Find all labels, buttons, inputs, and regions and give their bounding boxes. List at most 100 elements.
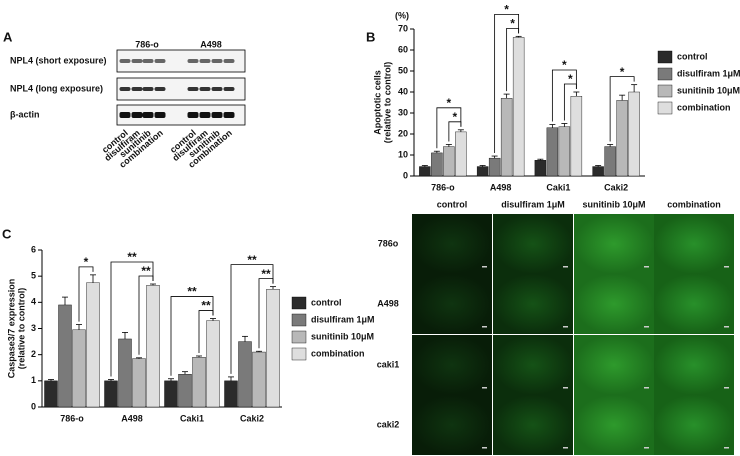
scale-bar — [644, 326, 649, 328]
blot-band — [131, 87, 143, 91]
significance-bracket — [609, 76, 635, 142]
column-label: sunitinib 10μM — [582, 199, 645, 209]
group-label: A498 — [200, 39, 222, 49]
significance-bracket — [110, 261, 154, 377]
micrograph — [574, 214, 654, 274]
blot-band — [199, 87, 211, 91]
x-tick-label: A498 — [490, 182, 512, 192]
micrograph — [493, 274, 573, 334]
bar — [558, 126, 571, 177]
legend-label: disulfiram 1μM — [677, 68, 740, 78]
blot-band — [223, 87, 235, 91]
bar — [104, 380, 118, 408]
scale-bar — [482, 387, 487, 389]
blot-band — [131, 59, 143, 63]
blot-box — [116, 49, 246, 73]
blot-band — [199, 59, 211, 63]
x-tick-label: Caki1 — [180, 413, 204, 423]
scale-bar — [482, 266, 487, 268]
scale-bar — [563, 447, 568, 449]
bar — [546, 127, 559, 177]
x-tick-label: Caki1 — [546, 182, 570, 192]
x-tick-label: 786-o — [431, 182, 455, 192]
bar — [164, 380, 178, 408]
significance-label: * — [568, 72, 573, 86]
bar — [178, 374, 192, 408]
y-tick-label: 10 — [398, 149, 408, 159]
micrograph — [493, 335, 573, 395]
significance-label: ** — [201, 299, 211, 313]
legend-label: combination — [677, 102, 731, 112]
y-tick-label: 0 — [403, 170, 408, 180]
x-tick-label: Caki2 — [240, 413, 264, 423]
blot-box — [116, 104, 246, 126]
bar — [252, 351, 266, 408]
bar — [146, 285, 160, 408]
blot-band — [223, 59, 235, 63]
legend-swatch — [657, 101, 673, 115]
scale-bar — [724, 387, 729, 389]
row-label: caki2 — [377, 419, 400, 429]
group-label: 786-o — [135, 39, 159, 49]
bar — [266, 289, 280, 408]
y-tick-label: 1 — [31, 375, 36, 385]
bar — [72, 329, 86, 408]
blot-box — [116, 77, 246, 101]
row-label: NPL4 (short exposure) — [10, 55, 107, 65]
y-axis-label: (relative to control) — [16, 288, 26, 370]
micrograph — [654, 214, 734, 274]
y-tick-label: 5 — [31, 271, 36, 281]
x-tick-label: A498 — [121, 413, 143, 423]
y-tick-label: 20 — [398, 128, 408, 138]
y-axis-label: Apoptotic cells — [372, 70, 382, 135]
panel-letter: B — [366, 29, 375, 44]
row-label: caki1 — [377, 359, 400, 369]
legend-label: control — [677, 51, 708, 61]
bar — [206, 320, 220, 408]
micrograph — [654, 335, 734, 395]
scale-bar — [482, 447, 487, 449]
bar — [431, 152, 443, 177]
legend-swatch — [657, 67, 673, 81]
x-tick-label: Caki2 — [604, 182, 628, 192]
legend-label: control — [311, 297, 342, 307]
significance-label: * — [447, 96, 452, 110]
significance-label: * — [453, 110, 458, 124]
blot-band — [154, 112, 166, 118]
row-label: A498 — [377, 298, 399, 308]
blot-band — [187, 112, 199, 118]
bar — [192, 357, 206, 408]
legend-label: disulfiram 1μM — [311, 314, 375, 324]
scale-bar — [724, 326, 729, 328]
y-axis-label: (relative to control) — [382, 62, 392, 144]
legend-label: sunitinib 10μM — [311, 331, 374, 341]
legend-swatch — [291, 313, 307, 327]
bar — [500, 98, 513, 177]
legend-label: sunitinib 10μM — [677, 85, 740, 95]
legend-swatch — [291, 347, 307, 361]
column-label: disulfiram 1μM — [501, 199, 565, 209]
bar — [455, 131, 467, 177]
significance-bracket — [436, 107, 462, 149]
significance-bracket — [78, 266, 94, 322]
legend-swatch — [291, 330, 307, 344]
scale-bar — [563, 326, 568, 328]
micrograph — [654, 395, 734, 455]
bar — [512, 37, 525, 177]
column-label: control — [437, 199, 468, 209]
significance-label: * — [504, 3, 509, 17]
significance-label: * — [562, 58, 567, 72]
scale-bar — [482, 326, 487, 328]
bar — [570, 95, 583, 177]
y-tick-label: 30 — [398, 107, 408, 117]
micrograph — [574, 395, 654, 455]
blot-band — [142, 87, 154, 91]
significance-label: ** — [187, 285, 197, 299]
legend-swatch — [657, 84, 673, 98]
bar — [224, 380, 238, 408]
significance-bracket — [494, 13, 520, 154]
bar — [58, 304, 72, 408]
micrograph — [412, 214, 492, 274]
row-label: β-actin — [10, 109, 40, 119]
